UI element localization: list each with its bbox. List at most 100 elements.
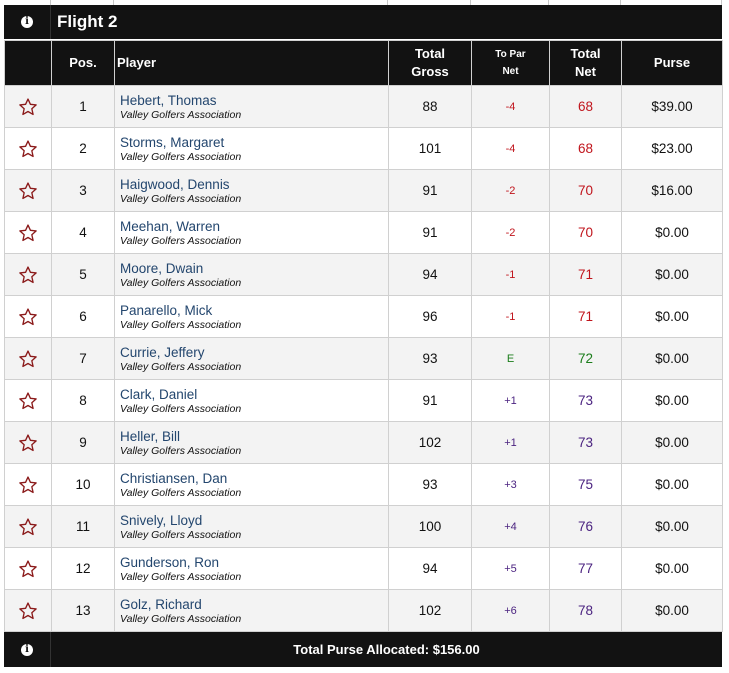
player-name-link[interactable]: Golz, Richard [120, 596, 202, 612]
favorite-cell[interactable] [4, 85, 52, 128]
table-row: 4 Meehan, Warren Valley Golfers Associatio… [4, 211, 723, 254]
player-cell: Currie, Jeffery Valley Golfers Associatio… [114, 337, 389, 380]
to-par-net-cell: -4 [471, 127, 550, 170]
total-net-column-header[interactable]: Total Net [549, 40, 622, 86]
player-name-link[interactable]: Christiansen, Dan [120, 470, 228, 486]
position-cell: 11 [51, 505, 115, 548]
total-net-cell: 68 [549, 127, 622, 170]
position-cell: 9 [51, 421, 115, 464]
purse-cell: $0.00 [621, 211, 723, 254]
favorite-cell[interactable] [4, 337, 52, 380]
total-net-cell: 71 [549, 295, 622, 338]
info-icon: i [21, 643, 33, 656]
player-name-link[interactable]: Heller, Bill [120, 428, 181, 444]
purse-cell: $0.00 [621, 589, 723, 632]
favorite-column-header [4, 40, 52, 86]
star-outline-icon[interactable] [18, 139, 38, 159]
flight-header: i Flight 2 [4, 5, 722, 39]
player-association: Valley Golfers Association [120, 192, 242, 205]
footer-info-button[interactable]: i [4, 632, 51, 667]
favorite-cell[interactable] [4, 589, 52, 632]
favorite-cell[interactable] [4, 169, 52, 212]
position-cell: 5 [51, 253, 115, 296]
star-outline-icon[interactable] [18, 559, 38, 579]
total-gross-cell: 91 [388, 169, 472, 212]
star-outline-icon[interactable] [18, 601, 38, 621]
star-outline-icon[interactable] [18, 517, 38, 537]
player-association: Valley Golfers Association [120, 108, 242, 121]
player-cell: Clark, Daniel Valley Golfers Association [114, 379, 389, 422]
player-name-link[interactable]: Currie, Jeffery [120, 344, 205, 360]
purse-cell: $23.00 [621, 127, 723, 170]
to-par-net-column-header[interactable]: To Par Net [471, 40, 550, 86]
player-association: Valley Golfers Association [120, 570, 242, 583]
favorite-cell[interactable] [4, 253, 52, 296]
star-outline-icon[interactable] [18, 475, 38, 495]
player-name-link[interactable]: Hebert, Thomas [120, 92, 217, 108]
star-outline-icon[interactable] [18, 181, 38, 201]
flight-title: Flight 2 [57, 12, 118, 31]
total-gross-cell: 96 [388, 295, 472, 338]
favorite-cell[interactable] [4, 379, 52, 422]
star-outline-icon[interactable] [18, 307, 38, 327]
player-cell: Gunderson, Ron Valley Golfers Association [114, 547, 389, 590]
favorite-cell[interactable] [4, 127, 52, 170]
total-net-cell: 73 [549, 421, 622, 464]
player-name-link[interactable]: Gunderson, Ron [120, 554, 220, 570]
favorite-cell[interactable] [4, 463, 52, 506]
player-name-link[interactable]: Snively, Lloyd [120, 512, 203, 528]
player-column-header[interactable]: Player [114, 40, 389, 86]
total-gross-cell: 102 [388, 589, 472, 632]
purse-cell: $0.00 [621, 295, 723, 338]
player-name-link[interactable]: Clark, Daniel [120, 386, 198, 402]
total-gross-cell: 94 [388, 253, 472, 296]
total-purse-label: Total Purse Allocated: $156.00 [293, 642, 480, 657]
to-par-net-cell: +3 [471, 463, 550, 506]
star-outline-icon[interactable] [18, 433, 38, 453]
favorite-cell[interactable] [4, 295, 52, 338]
leaderboard-table: Pos. Player Total Gross To Par Net Total Ne… [4, 40, 723, 632]
total-net-cell: 70 [549, 169, 622, 212]
favorite-cell[interactable] [4, 505, 52, 548]
purse-cell: $0.00 [621, 337, 723, 380]
star-outline-icon[interactable] [18, 97, 38, 117]
table-row: 2 Storms, Margaret Valley Golfers Associat… [4, 127, 723, 170]
position-cell: 8 [51, 379, 115, 422]
purse-cell: $0.00 [621, 379, 723, 422]
player-name-link[interactable]: Storms, Margaret [120, 134, 225, 150]
purse-cell: $0.00 [621, 463, 723, 506]
total-gross-cell: 91 [388, 211, 472, 254]
total-gross-cell: 93 [388, 337, 472, 380]
total-net-cell: 68 [549, 85, 622, 128]
purse-column-header[interactable]: Purse [621, 40, 723, 86]
table-row: 1 Hebert, Thomas Valley Golfers Associatio… [4, 85, 723, 128]
total-gross-cell: 94 [388, 547, 472, 590]
star-outline-icon[interactable] [18, 265, 38, 285]
total-gross-cell: 102 [388, 421, 472, 464]
player-name-link[interactable]: Moore, Dwain [120, 260, 204, 276]
pos-column-header[interactable]: Pos. [51, 40, 115, 86]
player-name-link[interactable]: Meehan, Warren [120, 218, 221, 234]
position-cell: 13 [51, 589, 115, 632]
flight-info-button[interactable]: i [4, 5, 51, 39]
total-gross-cell: 91 [388, 379, 472, 422]
position-cell: 6 [51, 295, 115, 338]
star-outline-icon[interactable] [18, 349, 38, 369]
to-par-net-cell: -2 [471, 211, 550, 254]
total-gross-cell: 101 [388, 127, 472, 170]
favorite-cell[interactable] [4, 547, 52, 590]
player-association: Valley Golfers Association [120, 276, 242, 289]
player-name-link[interactable]: Panarello, Mick [120, 302, 213, 318]
total-gross-column-header[interactable]: Total Gross [388, 40, 472, 86]
star-outline-icon[interactable] [18, 391, 38, 411]
favorite-cell[interactable] [4, 421, 52, 464]
favorite-cell[interactable] [4, 211, 52, 254]
player-cell: Storms, Margaret Valley Golfers Associati… [114, 127, 389, 170]
player-association: Valley Golfers Association [120, 486, 242, 499]
player-name-link[interactable]: Haigwood, Dennis [120, 176, 230, 192]
table-row: 13 Golz, Richard Valley Golfers Associatio… [4, 589, 723, 632]
header-row: Pos. Player Total Gross To Par Net Total Ne… [4, 40, 723, 86]
position-cell: 2 [51, 127, 115, 170]
star-outline-icon[interactable] [18, 223, 38, 243]
to-par-net-cell: +1 [471, 421, 550, 464]
